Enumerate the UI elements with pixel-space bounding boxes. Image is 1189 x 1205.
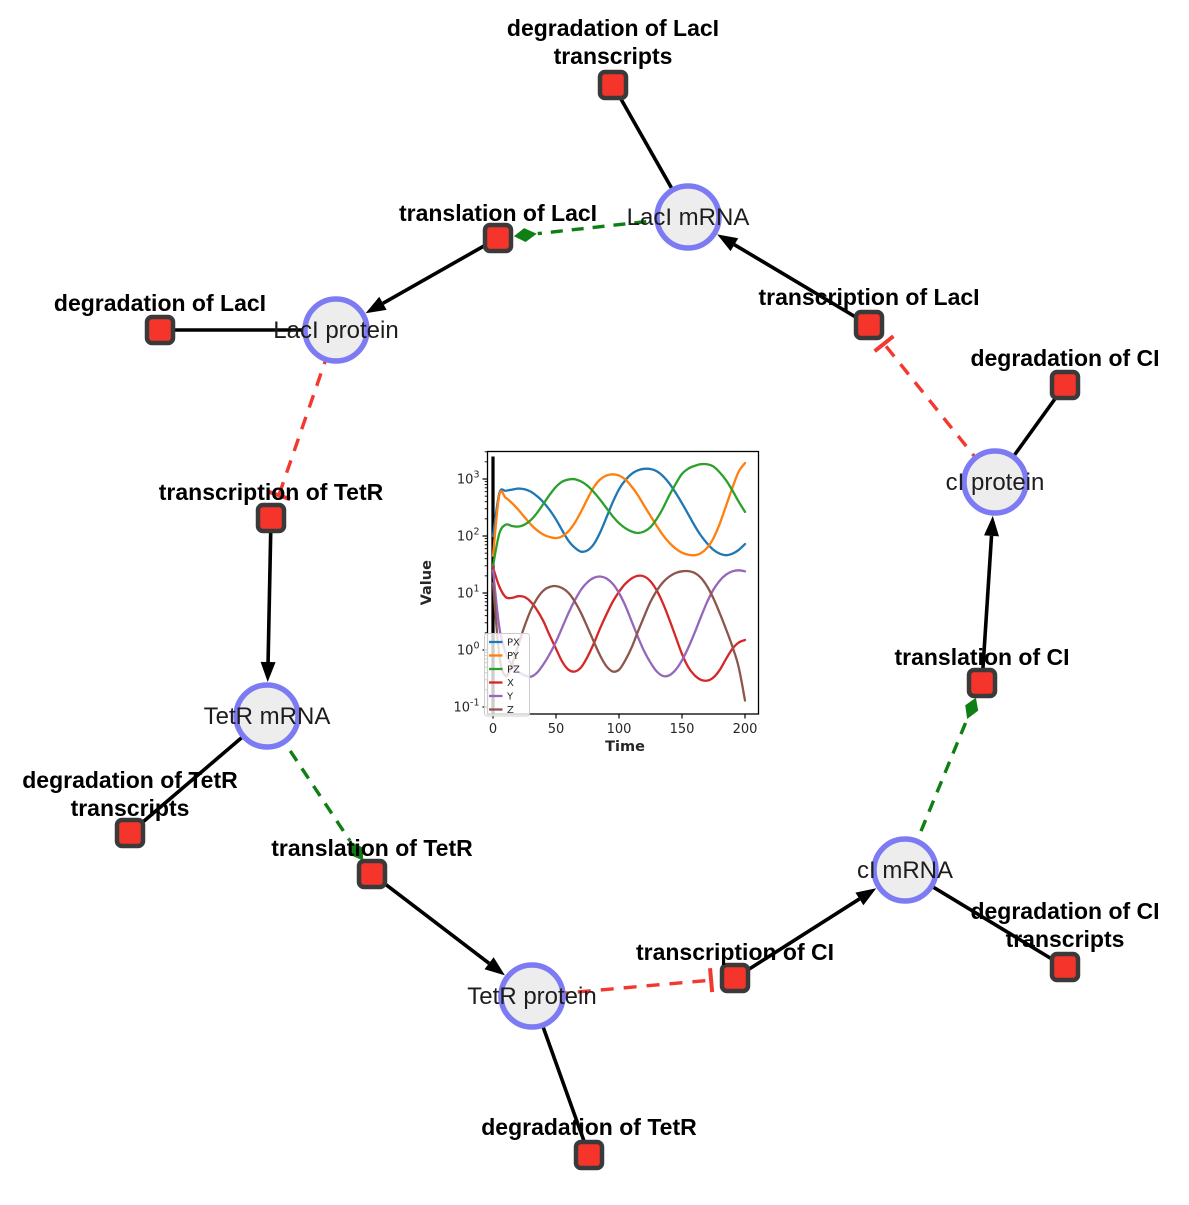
reaction-label-translation-ci: translation of CI: [894, 644, 1069, 670]
legend-entry-Z: Z: [507, 705, 514, 716]
species-label-laci-protein: LacI protein: [273, 317, 398, 344]
species-node-tetr-protein[interactable]: [498, 962, 566, 1030]
plot-spines: [486, 450, 760, 715]
reaction-label-deg-tetr-transcripts-line2: transcripts: [71, 795, 190, 821]
x-tick-150: 150: [670, 722, 695, 737]
species-label-ci-protein: cI protein: [946, 469, 1045, 496]
reaction-node-deg-ci[interactable]: [1049, 369, 1081, 401]
reaction-node-transcription-laci[interactable]: [853, 309, 885, 341]
species-node-laci-protein[interactable]: [302, 296, 370, 364]
y-axis: 10-1 100 101 102 103 Value: [419, 451, 488, 716]
edge-transcription-laci-to-laci-mrna: [733, 243, 870, 327]
edge-translation-laci-to-laci-protein-arrowhead: [365, 296, 387, 314]
edge-ci-mrna-to-translation-ci-arrowhead: [965, 697, 979, 720]
legend-entry-PZ: PZ: [507, 665, 520, 676]
x-tick-100: 100: [607, 722, 632, 737]
legend: PX PY PZ XYZ: [484, 633, 530, 717]
legend-entry-X: X: [507, 678, 514, 689]
x-tick-50: 50: [548, 722, 565, 737]
edge-translation-tetr-to-tetr-protein-arrowhead: [484, 957, 505, 976]
y-tick-1e0: 100: [457, 641, 480, 659]
reaction-label-deg-ci-transcripts-line2: transcripts: [1006, 926, 1125, 952]
species-node-ci-protein[interactable]: [961, 448, 1029, 516]
y-tick-1e2: 102: [457, 527, 480, 545]
reaction-label-deg-laci-transcripts-line2: transcripts: [554, 43, 673, 69]
species-label-ci-mrna: cI mRNA: [857, 857, 953, 884]
species-label-tetr-mrna: TetR mRNA: [204, 703, 331, 730]
reaction-node-deg-laci[interactable]: [144, 314, 176, 346]
series-layer: [491, 461, 747, 702]
reaction-node-transcription-ci[interactable]: [719, 962, 751, 994]
x-axis: 0 50 100 150 200 Time: [489, 714, 758, 755]
edge-transcription-tetr-to-tetr-mrna: [266, 517, 273, 663]
reaction-node-deg-tetr[interactable]: [573, 1139, 605, 1171]
species-node-ci-mrna[interactable]: [871, 836, 939, 904]
x-tick-0: 0: [489, 722, 497, 737]
timecourse-plot: 0 50 100 150 200Time10-1100101102103ValuePXP…: [419, 450, 760, 755]
reaction-node-translation-tetr[interactable]: [356, 858, 388, 890]
reaction-label-deg-ci-transcripts-line1: degradation of CI: [970, 898, 1159, 924]
reaction-label-deg-ci: degradation of CI: [970, 345, 1159, 371]
reaction-node-translation-laci[interactable]: [482, 222, 514, 254]
species-label-laci-mrna: LacI mRNA: [627, 204, 750, 231]
reaction-label-deg-tetr-transcripts-line1: degradation of TetR: [22, 767, 238, 793]
reaction-node-deg-laci-transcripts[interactable]: [597, 69, 629, 101]
series-PX: [491, 467, 747, 557]
edge-translation-ci-to-ci-protein: [980, 535, 994, 684]
species-node-laci-mrna[interactable]: [654, 183, 722, 251]
y-tick-1e-1: 10-1: [453, 698, 479, 716]
edge-translation-ci-to-ci-protein-arrowhead: [984, 515, 999, 537]
reaction-node-deg-ci-transcripts[interactable]: [1049, 951, 1081, 983]
nodes-layer: [114, 69, 1081, 1171]
species-node-tetr-mrna[interactable]: [233, 682, 301, 750]
reaction-label-translation-tetr: translation of TetR: [271, 835, 473, 861]
edge-translation-laci-to-laci-protein: [382, 236, 499, 305]
edge-transcription-ci-to-ci-mrna: [734, 897, 861, 980]
reaction-node-deg-tetr-transcripts[interactable]: [114, 817, 146, 849]
series-Y: [491, 569, 747, 678]
series-PZ: [491, 462, 747, 567]
reaction-node-translation-ci[interactable]: [966, 667, 998, 699]
labels-layer: LacI mRNA LacI protein TetR mRNA TetR prote…: [22, 15, 1159, 1140]
reaction-label-transcription-laci: transcription of LacI: [758, 284, 979, 310]
reaction-label-transcription-ci: transcription of CI: [636, 939, 834, 965]
edge-laci-mrna-to-translation-laci-arrowhead: [513, 228, 537, 242]
x-axis-title: Time: [605, 739, 645, 755]
species-label-tetr-protein: TetR protein: [467, 983, 596, 1010]
legend-entry-PX: PX: [507, 638, 520, 649]
edge-transcription-laci-to-laci-mrna-arrowhead: [717, 234, 739, 252]
reaction-label-transcription-tetr: transcription of TetR: [159, 479, 384, 505]
edge-tetr-mrna-to-translation-tetr-arrowhead: [350, 841, 364, 861]
legend-entry-PY: PY: [507, 651, 520, 662]
edge-translation-tetr-to-tetr-protein: [370, 872, 491, 965]
series-PY: [491, 461, 747, 557]
reaction-label-deg-laci-transcripts-line1: degradation of LacI: [507, 15, 719, 41]
reaction-label-deg-laci: degradation of LacI: [54, 290, 266, 316]
reaction-label-translation-laci: translation of LacI: [399, 200, 597, 226]
y-axis-title: Value: [419, 560, 435, 606]
edge-transcription-tetr-to-tetr-mrna-arrowhead: [260, 661, 276, 683]
edge-transcription-ci-to-ci-mrna-arrowhead: [855, 888, 877, 906]
plot-background: [487, 451, 759, 714]
reaction-label-deg-tetr: degradation of TetR: [481, 1114, 697, 1140]
x-tick-200: 200: [733, 722, 758, 737]
legend-entry-Y: Y: [506, 692, 514, 703]
series-Z: [491, 569, 747, 702]
edge-laci-protein-to-transcription-tetr-tee: [266, 489, 291, 502]
y-tick-1e3: 103: [457, 470, 480, 488]
edge-ci-protein-to-transcription-laci-tee: [873, 334, 895, 353]
reaction-node-transcription-tetr[interactable]: [255, 502, 287, 534]
edge-tetr-protein-to-transcription-ci-tee: [708, 967, 715, 993]
y-tick-1e1: 101: [457, 584, 480, 602]
